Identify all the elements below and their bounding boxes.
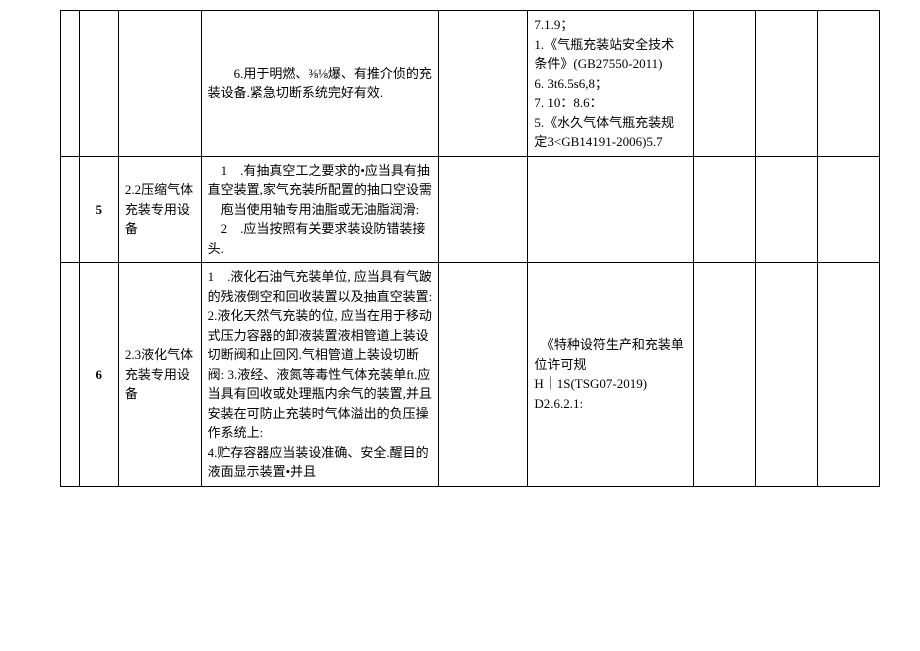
row-tail1 — [693, 263, 755, 487]
row-blank — [439, 263, 528, 487]
row-spacer — [61, 156, 80, 263]
row-spacer — [61, 263, 80, 487]
row-title: 2.2压缩气体充装专用设备 — [118, 156, 201, 263]
row-tail1 — [693, 11, 755, 157]
row-blank — [439, 156, 528, 263]
row-basis: 《特种设符生产和充装单位许可规H｜1S(TSG07-2019)D2.6.2.1: — [528, 263, 693, 487]
row-spacer — [61, 11, 80, 157]
row-tail2 — [755, 156, 817, 263]
row-requirement: 1 .有抽真空工之要求的•应当具有抽直空装置,家气充装所配置的抽口空设需 庖当使… — [201, 156, 439, 263]
row-tail2 — [755, 263, 817, 487]
row-number: 6 — [79, 263, 118, 487]
row-number: 5 — [79, 156, 118, 263]
row-title: 2.3液化气体充装专用设备 — [118, 263, 201, 487]
row-tail1 — [693, 156, 755, 263]
row-basis: 7.1.9；1.《气瓶充装站安全技术条件》(GB27550-2011)6. 3t… — [528, 11, 693, 157]
row-title — [118, 11, 201, 157]
row-tail2 — [755, 11, 817, 157]
row-tail3 — [817, 11, 879, 157]
row-basis — [528, 156, 693, 263]
row-tail3 — [817, 263, 879, 487]
row-tail3 — [817, 156, 879, 263]
row-requirement: 1 .液化石油气充装单位, 应当具有气跛的残液倒空和回收装置以及抽直空装置:2.… — [201, 263, 439, 487]
inspection-table: 6.用于明燃、⅜⅛爆、有推介侦的充装设备.紧急切断系统完好有效. 7.1.9；1.… — [60, 10, 880, 487]
row-blank — [439, 11, 528, 157]
row-requirement: 6.用于明燃、⅜⅛爆、有推介侦的充装设备.紧急切断系统完好有效. — [201, 11, 439, 157]
row-number — [79, 11, 118, 157]
